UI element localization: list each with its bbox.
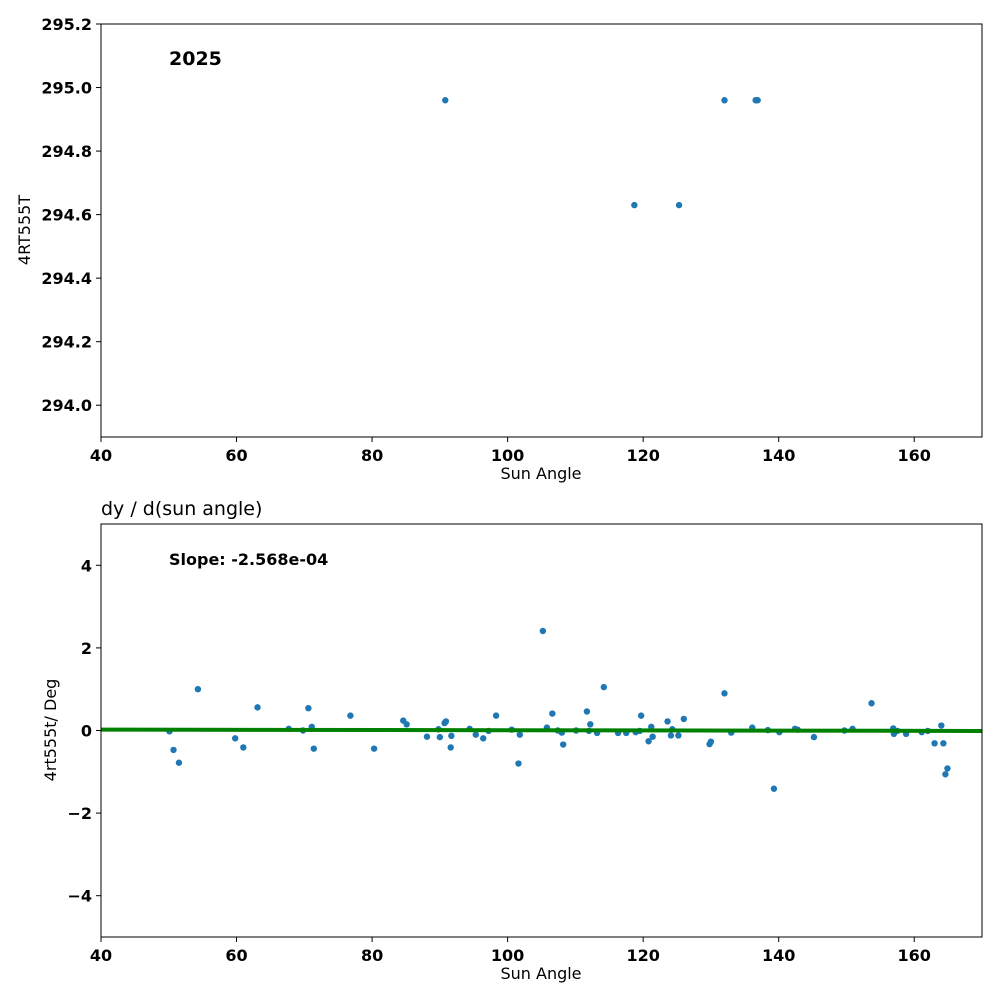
slope-annotation: Slope: -2.568e-04 xyxy=(169,550,328,569)
fit-line-group xyxy=(100,727,983,733)
data-point xyxy=(754,97,761,104)
sun-angle-scatter-panel: 40 60 80 100 120 140 160 294.0294.2294.4294.62… xyxy=(15,15,983,483)
data-point xyxy=(515,760,522,767)
data-point xyxy=(472,731,479,738)
data-point xyxy=(170,746,177,754)
x-tick-label: 140 xyxy=(762,946,795,965)
y-tick-label: 295.2 xyxy=(41,15,92,34)
data-point xyxy=(310,745,317,752)
data-point xyxy=(254,704,261,711)
plot-frame xyxy=(100,523,983,938)
data-point xyxy=(600,683,608,691)
data-point xyxy=(583,708,591,715)
data-point xyxy=(631,201,638,209)
y-tick-label: 294.6 xyxy=(41,206,92,225)
data-point xyxy=(423,733,431,740)
data-point xyxy=(442,718,450,725)
data-point xyxy=(370,745,378,752)
data-point xyxy=(442,97,449,104)
x-axis-ticks: 40 60 80 100 120 140 160 xyxy=(90,437,931,465)
fit-line xyxy=(100,727,983,733)
x-tick-label: 60 xyxy=(225,946,247,965)
data-point xyxy=(645,738,652,745)
data-point xyxy=(403,721,410,728)
data-point xyxy=(770,785,778,792)
y-tick-label: 294.0 xyxy=(41,396,92,415)
y-tick-label: 294.8 xyxy=(41,142,92,161)
data-point xyxy=(707,738,715,745)
y-axis-ticks: 294.0 294.2 294.4 294.6 294.8 295.0 295.2 xyxy=(41,15,101,415)
plot-frame xyxy=(100,23,983,438)
x-tick-label: 40 xyxy=(90,446,112,465)
y-tick-label: 2 xyxy=(81,639,92,658)
x-tick-label: 100 xyxy=(491,946,524,965)
data-point xyxy=(480,735,487,742)
data-point xyxy=(648,723,655,730)
data-point xyxy=(868,700,875,707)
data-point xyxy=(721,97,728,104)
x-axis-label: Sun Angle xyxy=(500,964,581,983)
x-tick-label: 120 xyxy=(626,446,659,465)
x-tick-label: 120 xyxy=(626,946,659,965)
y-tick-label: 294.4 xyxy=(41,269,92,288)
x-tick-label: 40 xyxy=(90,946,112,965)
data-point xyxy=(942,771,949,778)
data-point xyxy=(194,686,202,693)
data-point xyxy=(944,765,951,772)
x-tick-label: 80 xyxy=(361,946,383,965)
data-point xyxy=(721,690,728,697)
data-point xyxy=(175,759,183,766)
data-point xyxy=(240,744,247,751)
panel-title: dy / d(sun angle) xyxy=(101,498,262,520)
y-tick-label: 294.2 xyxy=(41,333,92,352)
data-point xyxy=(587,721,594,728)
data-points xyxy=(166,627,951,792)
x-tick-label: 160 xyxy=(898,446,931,465)
data-point xyxy=(637,712,645,719)
x-tick-label: 100 xyxy=(491,446,524,465)
x-tick-label: 80 xyxy=(361,446,383,465)
data-point xyxy=(305,704,312,712)
data-point xyxy=(347,712,354,719)
data-point xyxy=(231,735,239,742)
data-point xyxy=(940,740,947,747)
y-axis-label: 4RT555T xyxy=(15,195,34,265)
data-point xyxy=(675,201,683,209)
data-point xyxy=(448,732,455,740)
x-tick-label: 140 xyxy=(762,446,795,465)
y-tick-label: −2 xyxy=(67,804,92,823)
data-point xyxy=(810,733,818,741)
x-axis-label: Sun Angle xyxy=(500,464,581,483)
year-annotation: 2025 xyxy=(169,48,222,70)
y-tick-label: 295.0 xyxy=(41,79,92,98)
data-point xyxy=(549,710,556,717)
data-point xyxy=(680,715,688,723)
y-axis-label: 4rt555t/ Deg xyxy=(41,679,60,782)
data-point xyxy=(436,733,444,741)
data-point xyxy=(938,722,945,729)
data-point xyxy=(492,712,500,719)
y-axis-ticks: −4 −2 0 2 4 xyxy=(67,556,101,906)
y-tick-label: 0 xyxy=(81,722,92,741)
data-point xyxy=(447,744,454,751)
y-tick-label: 4 xyxy=(81,556,92,575)
x-tick-label: 60 xyxy=(225,446,247,465)
data-point xyxy=(931,740,938,747)
data-point xyxy=(559,741,567,748)
data-point xyxy=(667,732,675,739)
x-axis-ticks: 40 60 80 100 120 140 160 xyxy=(90,937,931,965)
data-point xyxy=(539,627,547,635)
data-point xyxy=(675,732,682,739)
y-tick-label: −4 xyxy=(67,887,92,906)
x-tick-label: 160 xyxy=(898,946,931,965)
data-point xyxy=(664,718,671,725)
data-point xyxy=(649,733,656,740)
data-point xyxy=(516,731,524,738)
slope-scatter-panel: dy / d(sun angle) 40 60 80 100 120 140 160 −4−… xyxy=(41,498,983,983)
data-points xyxy=(442,97,761,209)
